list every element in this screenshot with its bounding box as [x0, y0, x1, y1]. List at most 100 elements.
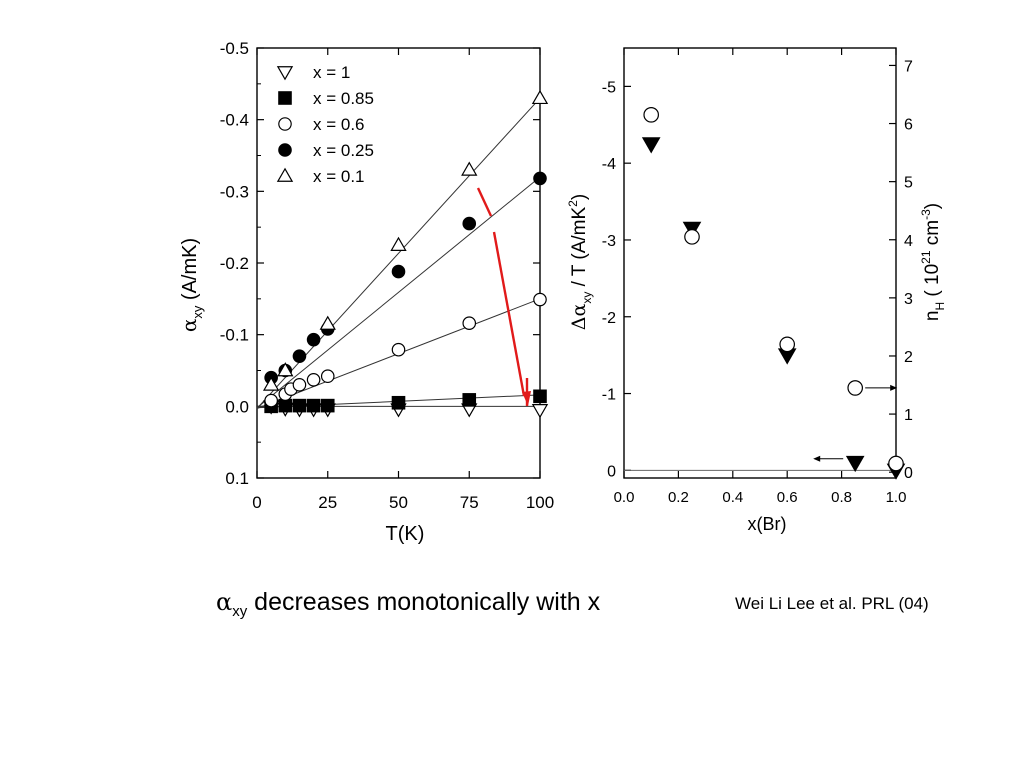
y-tick-label: 0.1 [225, 469, 249, 488]
slide-caption: αxy decreases monotonically with x [216, 588, 600, 620]
y-tick-label: -0.4 [220, 111, 249, 130]
left-y-axis-label: αxy (A/mK) [177, 238, 205, 332]
y-left-tick-label: -3 [602, 233, 616, 250]
data-point [306, 373, 321, 387]
right-left-y-axis-label: Δαxy / T (A/mK2) [566, 194, 594, 330]
legend-label: x = 0.25 [313, 141, 374, 160]
data-point [306, 398, 321, 413]
data-point [531, 404, 549, 419]
data-point [533, 292, 547, 307]
data-point [320, 369, 335, 384]
x-tick-label: 0 [252, 493, 261, 512]
y-right-tick-label: 2 [904, 349, 913, 366]
data-point [888, 455, 904, 472]
data-point [319, 315, 336, 330]
x-tick-label: 0.6 [777, 489, 798, 506]
y-left-tick-label: -4 [602, 156, 616, 173]
right-chart: 0.0 0.2 0.4 0.6 0.8 1.0 0 -1 -2 -3 -4 -5 0 1 2 3 4 5 6 7 x(… [566, 47, 947, 534]
x-tick-label: 100 [526, 493, 554, 512]
x-tick-label: 25 [318, 493, 337, 512]
data-point [643, 107, 659, 123]
right-plot-frame [623, 47, 897, 479]
data-point [462, 216, 477, 231]
x-tick-label: 0.4 [722, 489, 743, 506]
legend-label: x = 0.6 [313, 115, 365, 134]
caption-subscript: xy [232, 603, 248, 620]
trend-arrow [476, 187, 531, 406]
data-point [533, 171, 547, 186]
data-point [390, 236, 407, 251]
arrow-right-head [890, 384, 898, 391]
x-tick-label: 1.0 [886, 489, 907, 506]
y-right-tick-label: 3 [904, 291, 913, 308]
x-tick-label: 0.8 [831, 489, 852, 506]
data-point [391, 264, 406, 279]
data-point [684, 229, 700, 245]
x-tick-label: 50 [389, 493, 408, 512]
y-tick-label: -0.5 [220, 39, 249, 58]
data-point [278, 398, 293, 413]
right-data-points [641, 107, 906, 480]
data-point [533, 389, 547, 404]
y-tick-label: -0.3 [220, 182, 249, 201]
x-tick-label: 0.2 [668, 489, 689, 506]
axis-indicator-arrows [813, 384, 898, 462]
right-axis-ticks: 0.0 0.2 0.4 0.6 0.8 1.0 0 -1 -2 -3 -4 -5 0 1 2 3 4 5 6 7 [602, 48, 913, 506]
data-point [292, 398, 307, 413]
arrow-segment [476, 187, 493, 217]
data-point [779, 336, 795, 353]
right-right-y-axis-label: nH ( 1021 cm-3) [919, 203, 947, 321]
x-tick-label: 0.0 [614, 489, 635, 506]
legend-marker [276, 66, 294, 81]
data-point [847, 380, 863, 396]
data-point [461, 161, 478, 176]
legend-label: x = 0.1 [313, 167, 365, 186]
data-point [306, 332, 321, 347]
caption-text: decreases monotonically with x [247, 588, 601, 616]
citation: Wei Li Lee et al. PRL (04) [735, 594, 929, 613]
legend-marker [278, 91, 292, 105]
data-point [292, 378, 307, 392]
left-x-axis-label: T(K) [386, 523, 425, 545]
data-point [531, 89, 549, 105]
y-tick-label: -0.2 [220, 254, 249, 273]
y-left-tick-label: 0 [607, 463, 616, 480]
y-right-tick-label: 0 [904, 465, 913, 482]
data-point [462, 316, 477, 330]
y-right-tick-label: 4 [904, 233, 913, 250]
arrow-left-head [813, 455, 821, 462]
caption-alpha-symbol: α [216, 588, 233, 616]
data-point [462, 393, 477, 407]
legend-marker [278, 117, 292, 131]
data-point [845, 455, 865, 473]
y-left-tick-label: -1 [602, 387, 616, 404]
data-point [277, 362, 294, 377]
legend-marker [278, 143, 292, 157]
y-left-tick-label: -2 [602, 310, 616, 327]
data-point [641, 137, 661, 154]
left-data-points [262, 89, 549, 419]
data-point [391, 342, 406, 357]
legend-label: x = 1 [313, 63, 350, 82]
y-right-tick-label: 1 [904, 407, 913, 424]
left-axis-ticks: 0 25 50 75 100 0.1 0.0 -0.1 -0.2 -0.3 -0.4 -0.5 [220, 39, 554, 512]
y-tick-label: 0.0 [225, 397, 249, 416]
y-right-tick-label: 6 [904, 117, 913, 134]
y-tick-label: -0.1 [220, 326, 249, 345]
data-point [292, 349, 307, 363]
arrow-segment [492, 231, 526, 397]
data-point [320, 398, 335, 413]
data-point [391, 395, 406, 410]
left-chart: 0 25 50 75 100 0.1 0.0 -0.1 -0.2 -0.3 -0.4 -0.5 x =… [177, 39, 554, 545]
x-tick-label: 75 [460, 493, 479, 512]
left-legend: x = 1 x = 0.85 x = 0.6 x = 0.25 x = 0.1 [276, 63, 374, 186]
y-left-tick-label: -5 [602, 79, 616, 96]
y-right-tick-label: 7 [904, 58, 913, 75]
fit-line [256, 176, 541, 409]
data-point [264, 393, 278, 408]
legend-label: x = 0.85 [313, 89, 374, 108]
y-right-tick-label: 5 [904, 175, 913, 192]
legend-marker [276, 167, 294, 182]
right-x-axis-label: x(Br) [748, 514, 787, 534]
